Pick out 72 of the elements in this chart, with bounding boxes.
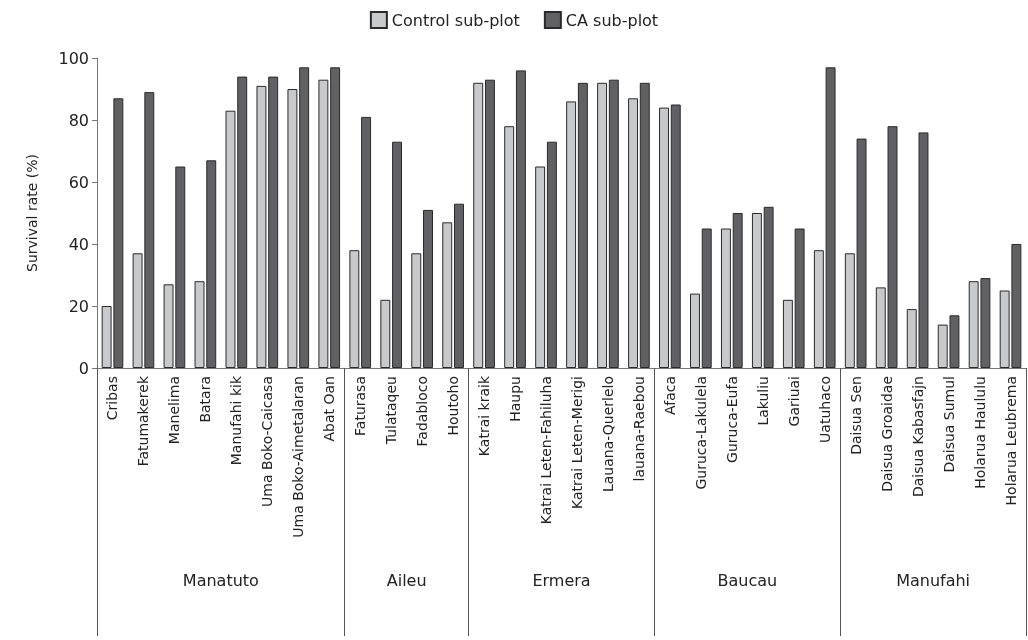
x-tick-label: Fatumakerek bbox=[135, 375, 152, 467]
bar bbox=[361, 116, 372, 368]
bar bbox=[639, 82, 650, 368]
bar bbox=[380, 299, 391, 368]
x-tick-label: Manufahi kik bbox=[228, 375, 245, 466]
x-tick-label: Gariuai bbox=[785, 376, 802, 427]
legend-label: Control sub-plot bbox=[391, 10, 520, 30]
x-tick-label: Lauana-Querlelo bbox=[599, 376, 616, 493]
x-tick-label: Katrai Leten-Fahiluha bbox=[538, 376, 555, 525]
bar bbox=[411, 253, 422, 368]
x-tick-label: Uma Boko-Aimetalaran bbox=[290, 376, 307, 538]
text: Ermera bbox=[532, 570, 591, 590]
x-tick-label: Faturasa bbox=[352, 376, 369, 436]
x-tick-label: Haupu bbox=[507, 376, 524, 422]
y-tick-label: 60 bbox=[68, 172, 89, 192]
x-tick-label: Guruca-Lakulela bbox=[692, 376, 709, 490]
x-tick-label: Lakuliu bbox=[754, 376, 771, 426]
bar bbox=[504, 126, 515, 368]
bar bbox=[628, 98, 639, 368]
bar bbox=[701, 228, 712, 368]
y-axis-title: Survival rate (%) bbox=[24, 153, 40, 273]
text: Aileu bbox=[386, 570, 427, 590]
y-tick-label: 20 bbox=[68, 296, 89, 316]
x-tick-label: Daisua Sen bbox=[847, 376, 864, 455]
x-tick-label: Guruca-Eufa bbox=[723, 376, 740, 463]
x-tick-label: Katrai kraik bbox=[476, 375, 493, 457]
bar bbox=[566, 101, 577, 368]
bar bbox=[732, 213, 743, 368]
bar bbox=[751, 213, 762, 368]
x-tick-label: Afaca bbox=[661, 376, 678, 415]
x-tick-label: Tulataqeu bbox=[383, 376, 400, 446]
text: Manatuto bbox=[182, 570, 259, 590]
x-tick-label: Uatuhaco bbox=[816, 376, 833, 443]
bar bbox=[423, 209, 433, 368]
text: Baucau bbox=[717, 570, 778, 590]
bar bbox=[392, 141, 403, 368]
text: Manufahi bbox=[896, 570, 971, 590]
legend-label: CA sub-plot bbox=[565, 10, 659, 30]
bar bbox=[473, 82, 484, 368]
bar bbox=[670, 104, 681, 368]
bar bbox=[454, 203, 464, 368]
x-tick-label: Holarua Haululu bbox=[971, 376, 988, 489]
x-tick-label: Abat Oan bbox=[321, 376, 338, 442]
x-tick-label: Cribas bbox=[104, 376, 121, 421]
x-tick-label: Batara bbox=[197, 376, 214, 423]
x-tick-label: Fadabloco bbox=[414, 376, 431, 447]
x-tick-label: Uma Boko-Caicasa bbox=[259, 376, 276, 507]
bar bbox=[608, 79, 619, 368]
y-tick-label: 0 bbox=[78, 358, 89, 378]
bar bbox=[763, 206, 774, 368]
y-tick-label: 40 bbox=[68, 234, 89, 254]
bar bbox=[535, 166, 546, 368]
x-tick-label: Daisua Kabasfajn bbox=[909, 376, 926, 497]
y-tick-label: 100 bbox=[58, 48, 89, 68]
bar bbox=[577, 82, 588, 368]
x-tick-label: Houtoho bbox=[445, 376, 462, 436]
bar bbox=[690, 293, 700, 368]
bar bbox=[442, 222, 453, 368]
bar bbox=[546, 141, 557, 368]
bar bbox=[515, 70, 526, 368]
bar bbox=[484, 79, 495, 368]
bar bbox=[349, 250, 360, 368]
bar bbox=[720, 228, 731, 368]
bar bbox=[659, 107, 669, 368]
x-tick-label: Holarua Leubrema bbox=[1002, 376, 1019, 506]
x-tick-label: Manelima bbox=[166, 376, 183, 445]
x-tick-label: Daisua Groaidae bbox=[878, 376, 895, 492]
x-tick-label: lauana-Raebou bbox=[630, 376, 647, 482]
y-tick-label: 80 bbox=[68, 110, 89, 130]
bar bbox=[597, 82, 608, 368]
x-tick-label: Katrai Leten-Merigi bbox=[568, 376, 585, 509]
x-tick-label: Daisua Sumul bbox=[940, 376, 957, 473]
